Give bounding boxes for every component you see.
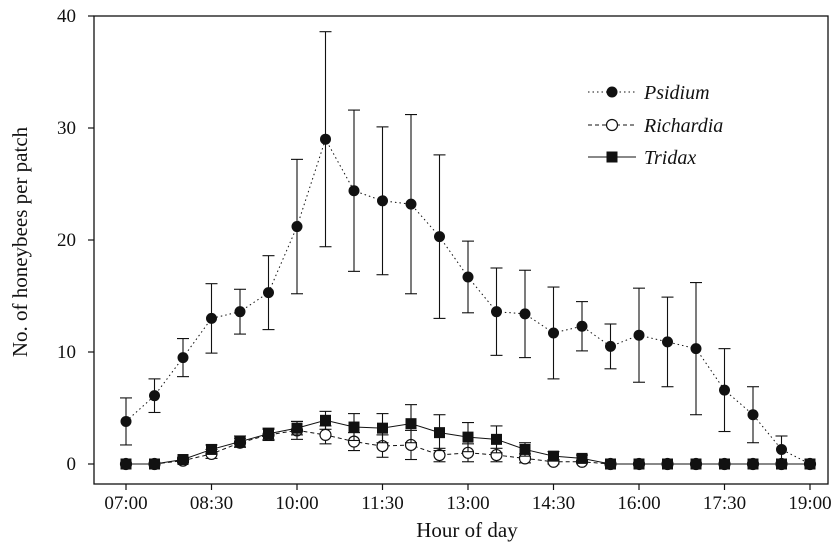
series-tridax xyxy=(120,404,816,470)
tridax-data-point xyxy=(719,458,730,470)
tridax-data-point xyxy=(320,414,331,426)
tridax-data-point xyxy=(405,418,417,430)
psidium-data-point xyxy=(434,231,445,243)
richardia-data-point xyxy=(319,428,332,441)
psidium-data-point xyxy=(149,390,160,402)
richardia-data-point xyxy=(433,448,446,462)
tridax-data-point xyxy=(149,458,160,470)
legend-marker xyxy=(606,86,618,98)
psidium-data-point xyxy=(776,443,787,455)
psidium-data-point xyxy=(348,185,360,197)
axis-layer: 07:00 08:30 10:00 11:30 13:00 14:30 16:00 17:30… xyxy=(57,6,832,514)
psidium-data-point xyxy=(291,221,303,233)
y-tick-label: 0 xyxy=(67,454,77,475)
tridax-data-point xyxy=(234,436,246,448)
legend-item-richardia: Richardia xyxy=(588,115,723,137)
psidium-data-point xyxy=(804,458,816,470)
tridax-data-point xyxy=(377,422,388,434)
x-tick-label: 16:00 xyxy=(617,493,660,514)
psidium-data-point xyxy=(263,287,274,299)
series-psidium xyxy=(120,31,816,470)
tridax-data-point xyxy=(263,428,274,440)
tridax-data-point xyxy=(662,458,673,470)
x-tick-label: 07:00 xyxy=(104,493,147,514)
tridax-data-point xyxy=(462,431,474,443)
psidium-data-point xyxy=(177,352,189,364)
psidium-data-point xyxy=(206,312,217,324)
psidium-data-point xyxy=(491,306,502,318)
psidium-data-point xyxy=(605,340,616,352)
psidium-data-point xyxy=(662,336,673,348)
legend-marker xyxy=(605,118,619,132)
psidium-data-point xyxy=(234,306,246,318)
tridax-data-point xyxy=(576,452,588,464)
tridax-data-point xyxy=(291,422,303,434)
psidium-data-point xyxy=(120,415,132,427)
x-tick-label: 10:00 xyxy=(275,493,318,514)
tridax-data-point xyxy=(348,421,360,433)
psidium-data-point xyxy=(320,133,331,145)
y-tick-label: 10 xyxy=(57,342,76,363)
x-tick-label: 11:30 xyxy=(361,493,404,514)
legend-item-tridax: Tridax xyxy=(588,147,696,169)
legend-item-psidium: Psidium xyxy=(588,82,710,104)
tridax-data-point xyxy=(491,433,502,445)
legend-label: Tridax xyxy=(644,147,696,169)
tridax-data-point xyxy=(519,443,531,455)
tridax-data-point xyxy=(776,458,787,470)
x-tick-label: 17:30 xyxy=(703,493,746,514)
tridax-data-point xyxy=(177,454,189,466)
legend-marker xyxy=(606,151,618,163)
plot-frame xyxy=(93,15,829,485)
x-tick-label: 14:30 xyxy=(532,493,575,514)
psidium-data-point xyxy=(519,308,531,320)
y-axis-title: No. of honeybees per patch xyxy=(8,126,32,357)
psidium-data-point xyxy=(747,409,759,421)
psidium-data-point xyxy=(633,329,645,341)
series-layer xyxy=(119,31,817,471)
psidium-data-point xyxy=(405,198,417,210)
legend-label: Richardia xyxy=(643,115,723,137)
legend-label: Psidium xyxy=(643,82,710,104)
x-axis-title: Hour of day xyxy=(416,518,518,542)
psidium-data-point xyxy=(576,320,588,332)
legend: Psidium Richardia Tridax xyxy=(588,82,723,169)
psidium-data-point xyxy=(690,343,702,355)
x-tick-label: 19:00 xyxy=(788,493,831,514)
tridax-data-point xyxy=(633,458,645,470)
psidium-data-point xyxy=(377,195,388,207)
y-tick-label: 30 xyxy=(57,118,76,139)
tridax-data-point xyxy=(206,443,217,455)
x-tick-label: 13:00 xyxy=(446,493,489,514)
tridax-data-point xyxy=(605,458,616,470)
tridax-data-point xyxy=(548,450,559,462)
psidium-data-point xyxy=(719,384,730,396)
psidium-data-point xyxy=(462,271,474,283)
tridax-data-point xyxy=(690,458,702,470)
psidium-data-point xyxy=(548,327,559,339)
x-tick-label: 08:30 xyxy=(190,493,233,514)
tridax-data-point xyxy=(747,458,759,470)
tridax-data-point xyxy=(434,427,445,439)
y-tick-label: 20 xyxy=(57,230,76,251)
y-tick-label: 40 xyxy=(57,6,76,27)
tridax-data-point xyxy=(120,458,132,470)
